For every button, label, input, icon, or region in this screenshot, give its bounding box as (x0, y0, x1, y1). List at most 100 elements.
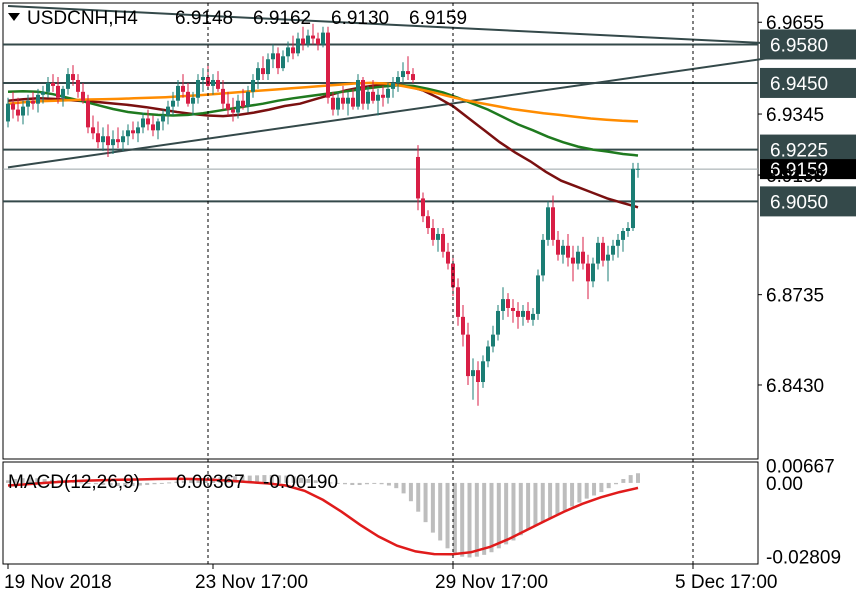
candle[interactable] (561, 239, 565, 264)
candle[interactable] (591, 257, 595, 288)
candle[interactable] (316, 32, 320, 51)
candle[interactable] (246, 85, 250, 113)
candle[interactable] (481, 355, 485, 388)
candle[interactable] (431, 219, 435, 246)
candle[interactable] (551, 195, 555, 246)
candle[interactable] (141, 112, 145, 134)
candle[interactable] (631, 162, 635, 231)
candle[interactable] (11, 91, 15, 119)
candle[interactable] (106, 124, 110, 157)
candle[interactable] (276, 47, 280, 75)
candle[interactable] (606, 245, 610, 282)
candle[interactable] (61, 85, 65, 107)
candle[interactable] (271, 44, 275, 69)
candle[interactable] (571, 245, 575, 282)
candle[interactable] (506, 293, 510, 317)
candle[interactable] (221, 79, 225, 110)
candle[interactable] (166, 100, 170, 125)
candle[interactable] (341, 85, 345, 110)
candle[interactable] (536, 269, 540, 320)
candle[interactable] (581, 236, 585, 270)
candle[interactable] (306, 29, 310, 48)
candle[interactable] (636, 162, 640, 178)
candle[interactable] (531, 307, 535, 326)
candle[interactable] (146, 109, 150, 131)
candle[interactable] (86, 94, 90, 134)
candle[interactable] (291, 35, 295, 60)
candle[interactable] (81, 82, 85, 104)
candle[interactable] (361, 77, 365, 110)
candle[interactable] (41, 85, 45, 104)
candle[interactable] (391, 77, 395, 98)
candle[interactable] (576, 245, 580, 270)
candle[interactable] (501, 287, 505, 320)
candle[interactable] (201, 68, 205, 92)
candle[interactable] (196, 74, 200, 104)
candle[interactable] (566, 233, 570, 267)
candles-layer[interactable] (6, 23, 640, 406)
candle[interactable] (366, 85, 370, 110)
candle[interactable] (526, 302, 530, 323)
candle[interactable] (181, 74, 185, 98)
candle[interactable] (381, 85, 385, 107)
candle[interactable] (351, 88, 355, 110)
candle[interactable] (346, 91, 350, 116)
candle[interactable] (116, 127, 120, 149)
candle[interactable] (236, 94, 240, 119)
candle[interactable] (281, 50, 285, 72)
candle[interactable] (321, 26, 325, 48)
candle[interactable] (386, 82, 390, 104)
candle[interactable] (586, 254, 590, 300)
candle[interactable] (401, 62, 405, 83)
candle[interactable] (311, 23, 315, 45)
candle[interactable] (241, 88, 245, 110)
candle[interactable] (421, 192, 425, 223)
candle[interactable] (396, 71, 400, 92)
candle[interactable] (6, 97, 10, 128)
candle[interactable] (91, 115, 95, 140)
candle[interactable] (216, 71, 220, 92)
candle[interactable] (101, 127, 105, 152)
candle[interactable] (546, 201, 550, 246)
candle[interactable] (231, 97, 235, 122)
candle[interactable] (301, 26, 305, 51)
candle[interactable] (256, 62, 260, 89)
candle[interactable] (71, 65, 75, 86)
candle[interactable] (626, 222, 630, 237)
candle[interactable] (16, 97, 20, 122)
candle[interactable] (616, 233, 620, 258)
candle[interactable] (126, 124, 130, 146)
candle[interactable] (151, 115, 155, 137)
candle[interactable] (251, 74, 255, 98)
candle[interactable] (46, 77, 50, 98)
candle[interactable] (611, 239, 615, 261)
candle[interactable] (136, 121, 140, 143)
candle[interactable] (476, 361, 480, 406)
candle[interactable] (51, 74, 55, 92)
candle[interactable] (541, 233, 545, 282)
candle[interactable] (161, 109, 165, 131)
candle[interactable] (596, 236, 600, 270)
collapse-arrow-icon[interactable] (8, 13, 20, 21)
candle[interactable] (496, 305, 500, 341)
candle[interactable] (601, 236, 605, 267)
candle[interactable] (21, 100, 25, 125)
candle[interactable] (466, 322, 470, 385)
candle[interactable] (66, 68, 70, 95)
candle[interactable] (436, 228, 440, 252)
candle[interactable] (416, 145, 420, 211)
candle[interactable] (226, 91, 230, 116)
candle[interactable] (156, 118, 160, 140)
candle[interactable] (131, 121, 135, 140)
candle[interactable] (96, 121, 100, 149)
candle[interactable] (286, 41, 290, 63)
candle[interactable] (111, 130, 115, 155)
candle[interactable] (326, 26, 330, 104)
candle[interactable] (176, 79, 180, 107)
candle[interactable] (521, 305, 525, 326)
candle[interactable] (371, 79, 375, 104)
candle[interactable] (356, 74, 360, 110)
candle[interactable] (411, 68, 415, 83)
candle[interactable] (456, 278, 460, 326)
candle[interactable] (426, 210, 430, 234)
